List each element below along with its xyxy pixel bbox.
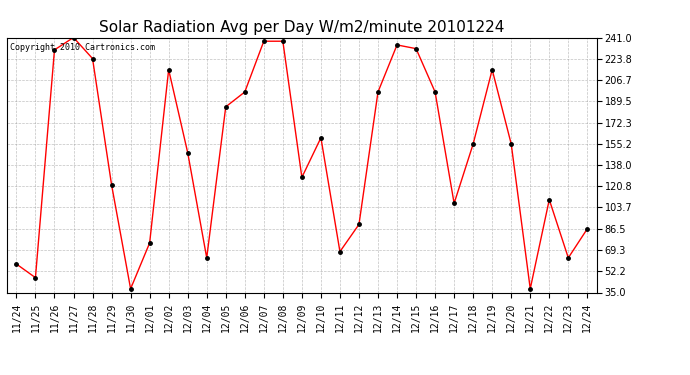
Text: Copyright 2010 Cartronics.com: Copyright 2010 Cartronics.com [10,43,155,52]
Title: Solar Radiation Avg per Day W/m2/minute 20101224: Solar Radiation Avg per Day W/m2/minute … [99,20,504,35]
